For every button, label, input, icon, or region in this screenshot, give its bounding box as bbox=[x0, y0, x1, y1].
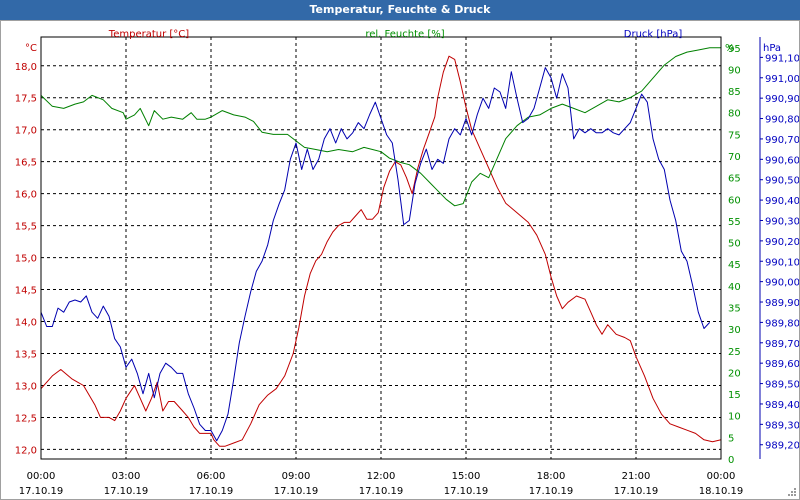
time-axis: 00:00 17.10.19 03:00 17.10.19 06:00 17.10.19 0… bbox=[19, 471, 744, 497]
temperature-tick-label: 18,0 bbox=[15, 62, 37, 73]
pressure-tick-label: 989,20 bbox=[765, 441, 799, 452]
time-tick-label: 03:00 bbox=[112, 471, 141, 482]
time-tick-label: 12:00 bbox=[367, 471, 396, 482]
humidity-tick-label: 85 bbox=[728, 87, 741, 98]
legend-pressure: Druck [hPa] bbox=[624, 29, 683, 40]
temperature-tick-label: 17,5 bbox=[15, 94, 37, 105]
humidity-tick-label: 5 bbox=[728, 433, 734, 444]
time-tick-label: 00:00 bbox=[707, 471, 736, 482]
time-tick-label: 15:00 bbox=[452, 471, 481, 482]
time-tick-label: 21:00 bbox=[622, 471, 651, 482]
humidity-tick-label: 90 bbox=[728, 65, 741, 76]
pressure-tick-label: 990,60 bbox=[765, 155, 799, 166]
pressure-tick-label: 989,40 bbox=[765, 400, 799, 411]
humidity-tick-label: 20 bbox=[728, 368, 741, 379]
date-tick-label: 17.10.19 bbox=[19, 486, 64, 497]
temperature-tick-label: 14,0 bbox=[15, 318, 37, 329]
temperature-tick-label: 13,5 bbox=[15, 350, 37, 361]
window-title: Temperatur, Feuchte & Druck bbox=[0, 0, 800, 20]
plot-area-border bbox=[40, 36, 722, 460]
date-tick-label: 17.10.19 bbox=[359, 486, 404, 497]
humidity-tick-label: 10 bbox=[728, 412, 741, 423]
pressure-tick-label: 990,20 bbox=[765, 237, 799, 248]
humidity-series-line bbox=[40, 47, 721, 207]
temperature-tick-label: 17,0 bbox=[15, 126, 37, 137]
humidity-tick-label: 70 bbox=[728, 152, 741, 163]
humidity-tick-label: 0 bbox=[728, 455, 734, 466]
date-tick-label: 17.10.19 bbox=[189, 486, 234, 497]
humidity-tick-label: 45 bbox=[728, 260, 741, 271]
time-tick-label: 00:00 bbox=[27, 471, 56, 482]
pressure-tick-label: 989,80 bbox=[765, 318, 799, 329]
temperature-tick-label: 15,0 bbox=[15, 254, 37, 265]
pressure-tick-label: 990,50 bbox=[765, 176, 799, 187]
pressure-tick-label: 989,50 bbox=[765, 380, 799, 391]
humidity-tick-label: 75 bbox=[728, 130, 741, 141]
pressure-tick-label: 990,90 bbox=[765, 94, 799, 105]
temperature-tick-label: 16,0 bbox=[15, 190, 37, 201]
humidity-tick-label: 40 bbox=[728, 282, 741, 293]
time-tick-label: 06:00 bbox=[197, 471, 226, 482]
humidity-tick-label: 65 bbox=[728, 174, 741, 185]
temperature-tick-label: 13,0 bbox=[15, 381, 37, 392]
humidity-tick-label: 95 bbox=[728, 44, 741, 55]
date-tick-label: 17.10.19 bbox=[274, 486, 319, 497]
resize-grip-icon[interactable] bbox=[787, 487, 797, 497]
pressure-tick-label: 990,00 bbox=[765, 278, 799, 289]
pressure-tick-label: 989,30 bbox=[765, 420, 799, 431]
pressure-tick-label: 990,40 bbox=[765, 196, 799, 207]
pressure-unit-label: hPa bbox=[763, 43, 781, 54]
date-tick-label: 18.10.19 bbox=[699, 486, 744, 497]
temperature-series-line bbox=[40, 55, 722, 447]
temperature-tick-label: 16,5 bbox=[15, 158, 37, 169]
humidity-axis: 0 5 10 15 20 25 30 35 40 45 50 55 60 65 70 75 80 85 90 95 bbox=[728, 44, 741, 466]
temperature-tick-label: 12,0 bbox=[15, 445, 37, 456]
humidity-tick-label: 50 bbox=[728, 239, 741, 250]
temperature-tick-label: 15,5 bbox=[15, 222, 37, 233]
pressure-tick-label: 990,30 bbox=[765, 216, 799, 227]
humidity-tick-label: 80 bbox=[728, 109, 741, 120]
pressure-axis: 989,20 989,30 989,40 989,50 989,60 989,70 989,… bbox=[759, 37, 799, 459]
pressure-tick-label: 989,70 bbox=[765, 339, 799, 350]
humidity-tick-label: 30 bbox=[728, 325, 741, 336]
time-tick-label: 09:00 bbox=[282, 471, 311, 482]
humidity-tick-label: 60 bbox=[728, 195, 741, 206]
chart-frame: 12,0 12,5 13,0 13,5 14,0 14,5 15,0 15,5 16,0 16,5… bbox=[0, 20, 800, 500]
humidity-tick-label: 35 bbox=[728, 304, 741, 315]
humidity-tick-label: 15 bbox=[728, 390, 741, 401]
date-tick-label: 17.10.19 bbox=[614, 486, 659, 497]
date-tick-label: 17.10.19 bbox=[104, 486, 149, 497]
date-tick-label: 17.10.19 bbox=[529, 486, 574, 497]
legend-humidity: rel. Feuchte [%] bbox=[365, 29, 444, 40]
pressure-tick-label: 990,10 bbox=[765, 257, 799, 268]
humidity-unit-label: % bbox=[725, 43, 735, 54]
plot-border bbox=[40, 36, 722, 460]
legend-temperature: Temperatur [°C] bbox=[108, 29, 189, 40]
pressure-tick-label: 991,10 bbox=[765, 53, 799, 64]
temperature-unit-label: °C bbox=[25, 43, 37, 54]
pressure-tick-label: 990,80 bbox=[765, 115, 799, 126]
pressure-series-line bbox=[40, 67, 711, 442]
chart-svg: 12,0 12,5 13,0 13,5 14,0 14,5 15,0 15,5 16,0 16,5… bbox=[15, 29, 799, 497]
humidity-tick-label: 25 bbox=[728, 347, 741, 358]
temperature-tick-label: 12,5 bbox=[15, 413, 37, 424]
temperature-axis: 12,0 12,5 13,0 13,5 14,0 14,5 15,0 15,5 16,0 16,5… bbox=[15, 62, 37, 457]
series-group bbox=[40, 47, 722, 447]
pressure-tick-label: 990,70 bbox=[765, 135, 799, 146]
pressure-tick-label: 989,60 bbox=[765, 359, 799, 370]
temperature-tick-label: 14,5 bbox=[15, 286, 37, 297]
pressure-tick-label: 989,90 bbox=[765, 298, 799, 309]
humidity-tick-label: 55 bbox=[728, 217, 741, 228]
pressure-tick-label: 991,00 bbox=[765, 74, 799, 85]
grid bbox=[41, 37, 721, 459]
time-tick-label: 18:00 bbox=[537, 471, 566, 482]
date-tick-label: 17.10.19 bbox=[444, 486, 489, 497]
